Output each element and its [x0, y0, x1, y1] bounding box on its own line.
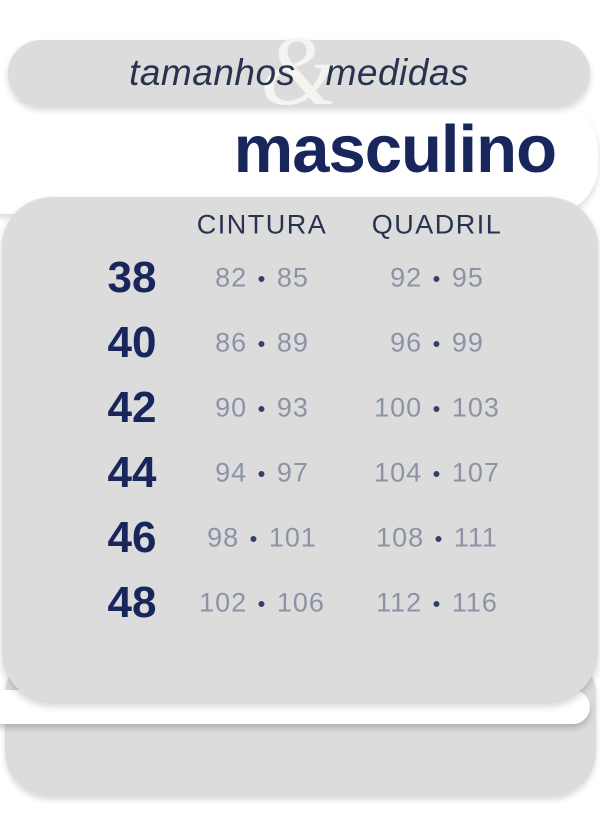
table-row: 42 90 • 93 100 • 103: [2, 375, 598, 440]
quadril-cell: 104 • 107: [374, 457, 500, 487]
banner-word-tamanhos: tamanhos: [129, 52, 296, 93]
table-row: 48 102 • 106 112 • 116: [2, 570, 598, 635]
size-cell: 46: [107, 512, 157, 562]
size-cell: 48: [107, 577, 157, 627]
quadril-cell: 112 • 116: [376, 587, 498, 617]
size-cell: 40: [107, 317, 157, 367]
quadril-cell: 96 • 99: [390, 327, 484, 357]
table-row: 46 98 • 101 108 • 111: [2, 505, 598, 570]
size-cell: 42: [107, 382, 157, 432]
cintura-cell: 90 • 93: [215, 392, 309, 422]
quadril-cell: 100 • 103: [374, 392, 500, 422]
quadril-cell: 92 • 95: [390, 262, 484, 292]
column-header-cintura: CINTURA: [196, 209, 328, 240]
section-title: masculino: [233, 112, 557, 187]
banner-word-medidas: medidas: [325, 52, 469, 93]
header-banner: & tamanhos medidas: [8, 21, 590, 121]
table-row: 44 94 • 97 104 • 107: [2, 440, 598, 505]
banner-title: & tamanhos medidas: [8, 21, 590, 121]
table-body: 38 82 • 85 92 • 95 40 86 • 89 96 • 99 42…: [2, 245, 598, 635]
size-cell: 38: [107, 252, 157, 302]
quadril-cell: 108 • 111: [376, 522, 498, 552]
cintura-cell: 86 • 89: [215, 327, 309, 357]
table-row: 40 86 • 89 96 • 99: [2, 310, 598, 375]
table-header-row: CINTURA QUADRIL: [2, 205, 598, 245]
cintura-cell: 102 • 106: [199, 587, 325, 617]
section-band: masculino: [0, 102, 598, 214]
cintura-cell: 94 • 97: [215, 457, 309, 487]
cintura-cell: 82 • 85: [215, 262, 309, 292]
size-table-panel: CINTURA QUADRIL 38 82 • 85 92 • 95 40 86…: [2, 197, 598, 702]
size-cell: 44: [107, 447, 157, 497]
table-row: 38 82 • 85 92 • 95: [2, 245, 598, 310]
cintura-cell: 98 • 101: [207, 522, 317, 552]
column-header-quadril: QUADRIL: [371, 209, 503, 240]
